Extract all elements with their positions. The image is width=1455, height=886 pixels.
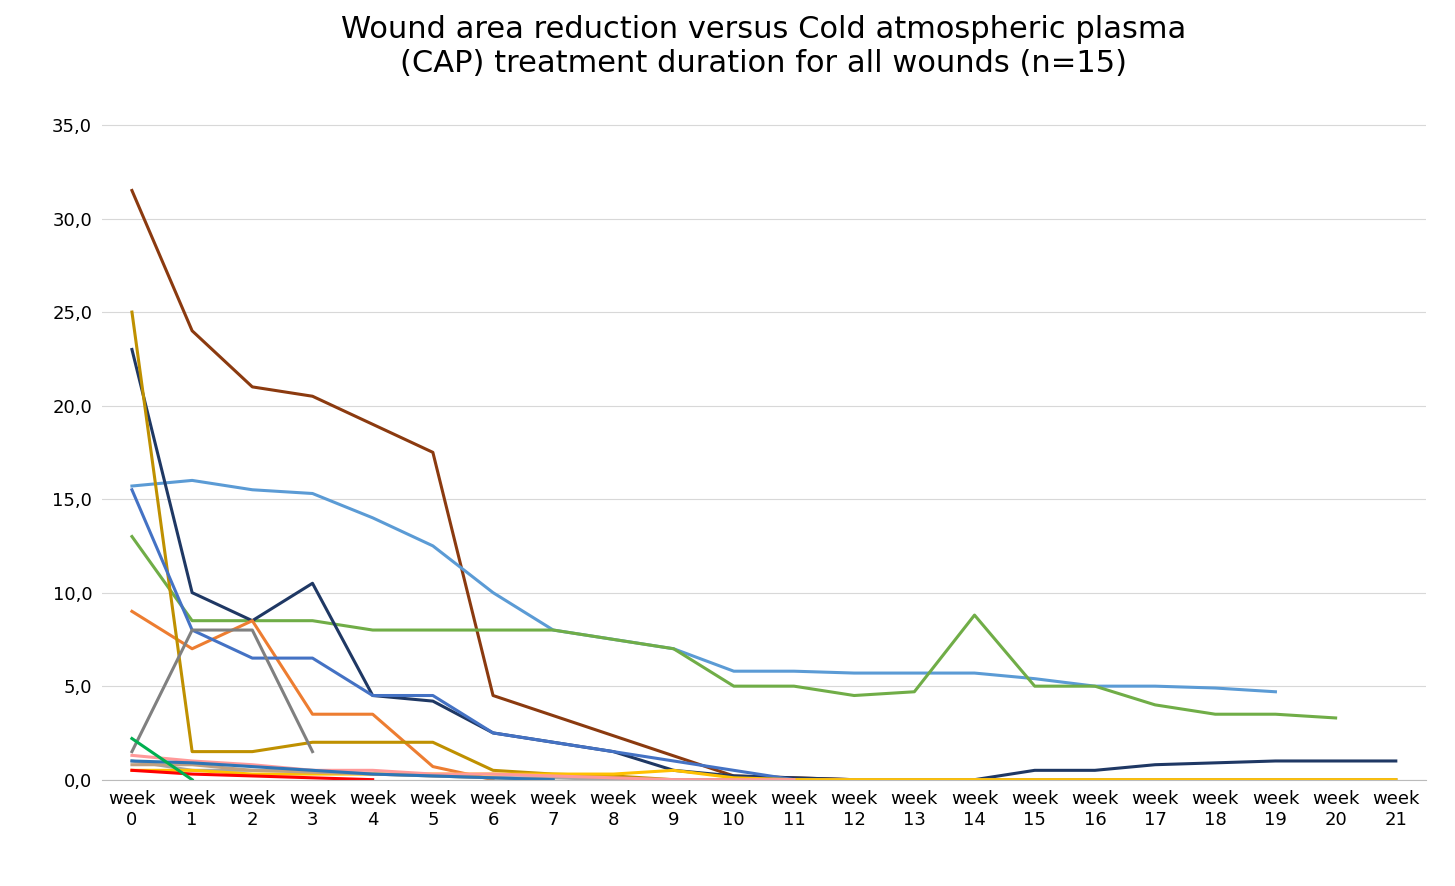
Title: Wound area reduction versus Cold atmospheric plasma
(CAP) treatment duration for: Wound area reduction versus Cold atmosph… <box>342 15 1186 78</box>
